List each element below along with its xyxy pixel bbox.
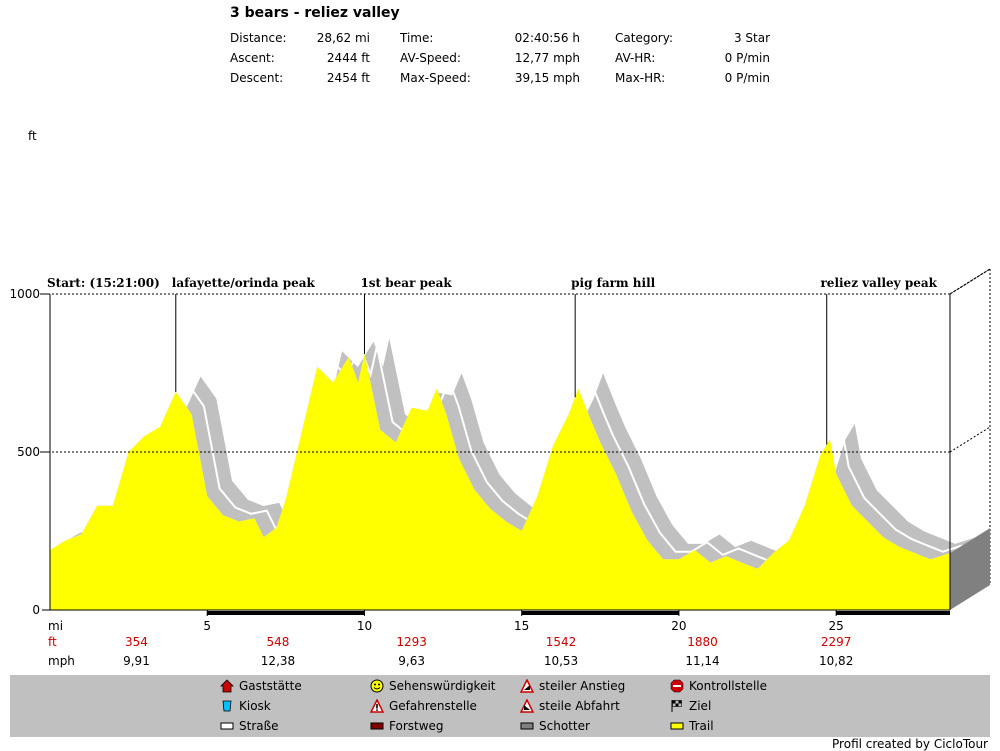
x-tick-label: 25 — [829, 619, 844, 633]
stat-value-avhr: 0 P/min — [724, 51, 770, 65]
chart-side-face — [950, 528, 990, 610]
profile-shadow — [50, 338, 975, 569]
legend-item-schotter: Schotter — [520, 719, 590, 733]
stat-label-ascent: Ascent: — [230, 51, 275, 65]
stat-label-maxspeed: Max-Speed: — [400, 71, 471, 85]
row-label-mph: mph — [48, 654, 75, 668]
stop-icon — [670, 679, 684, 693]
row-value-mph: 11,14 — [685, 654, 719, 668]
stat-value-maxhr: 0 P/min — [724, 71, 770, 85]
legend-item-gefahrenstelle: Gefahrenstelle — [369, 698, 477, 713]
descent-icon — [519, 698, 535, 713]
legend-item-forstweg: Forstweg — [370, 719, 444, 733]
row-value-ft: 1293 — [396, 635, 427, 649]
warning-icon — [519, 678, 535, 693]
legend-item-gaststaette: Gaststätte — [220, 679, 302, 693]
x-axis-segment — [521, 611, 679, 615]
legend-item-sehenswuerdigkeit: Sehenswürdigkeit — [370, 679, 496, 693]
legend-item-strasse: Straße — [220, 719, 279, 733]
grid-depth-500 — [949, 426, 991, 453]
x-axis-segment — [207, 611, 365, 615]
row-value-ft: 1880 — [687, 635, 718, 649]
stat-label-descent: Descent: — [230, 71, 284, 85]
legend-item-kontrollstelle: Kontrollstelle — [670, 679, 767, 693]
row-value-mph: 10,53 — [544, 654, 578, 668]
credit-text: Profil created by CicloTour — [832, 737, 988, 751]
legend-item-steiler-anstieg: steiler Anstieg — [519, 678, 625, 693]
legend-item-ziel: Ziel — [670, 699, 711, 713]
y-tick-label: 0 — [32, 603, 40, 617]
stat-label-time: Time: — [400, 31, 434, 45]
stat-value-time: 02:40:56 h — [514, 31, 580, 45]
row-value-ft: 2297 — [821, 635, 852, 649]
stat-label-distance: Distance: — [230, 31, 287, 45]
flag-icon — [670, 699, 684, 713]
row-label-ft: ft — [48, 635, 57, 649]
row-value-mph: 12,38 — [261, 654, 295, 668]
stat-value-avspeed: 12,77 mph — [514, 51, 580, 65]
x-tick-label: 10 — [357, 619, 372, 633]
row-value-mph: 9,63 — [398, 654, 425, 668]
legend-item-steile-abfahrt: steile Abfahrt — [519, 698, 620, 713]
stat-value-descent: 2454 ft — [326, 71, 370, 85]
y-tick-label: 500 — [17, 445, 40, 459]
start-label: Start: (15:21:00) — [47, 276, 160, 290]
stat-label-maxhr: Max-HR: — [615, 71, 666, 85]
stat-label-avspeed: AV-Speed: — [400, 51, 461, 65]
waypoint-label: 1st bear peak — [360, 276, 452, 290]
trail-swatch — [670, 719, 684, 733]
elevation-chart: ft 0 500 1000 5 10 15 20 25 mi ft mph 354 548 1293 1542… — [9, 129, 991, 668]
row-value-mph: 9,91 — [123, 654, 150, 668]
x-axis-segment — [836, 611, 950, 615]
stat-label-category: Category: — [615, 31, 673, 45]
row-value-ft: 354 — [125, 635, 148, 649]
x-tick-label: 20 — [671, 619, 686, 633]
elevation-area — [50, 354, 950, 610]
x-axis-label: mi — [48, 619, 63, 633]
forest-road-swatch — [370, 719, 384, 733]
gravel-swatch — [520, 719, 534, 733]
legend: Gaststätte Sehenswürdigkeit steiler Anst… — [10, 675, 990, 737]
x-tick-label: 15 — [514, 619, 529, 633]
kiosk-icon — [220, 699, 234, 713]
row-value-ft: 548 — [267, 635, 290, 649]
road-swatch — [220, 719, 234, 733]
smiley-icon — [370, 679, 384, 693]
stat-value-category: 3 Star — [733, 31, 770, 45]
hazard-icon — [369, 698, 385, 713]
waypoint-label: reliez valley peak — [820, 276, 937, 290]
legend-item-trail: Trail — [670, 719, 714, 733]
stat-label-avhr: AV-HR: — [615, 51, 656, 65]
stat-value-ascent: 2444 ft — [326, 51, 370, 65]
y-tick-label: 1000 — [9, 287, 40, 301]
y-axis-label: ft — [28, 129, 37, 143]
row-value-ft: 1542 — [546, 635, 577, 649]
legend-item-kiosk: Kiosk — [220, 699, 271, 713]
row-value-mph: 10,82 — [819, 654, 853, 668]
waypoint-label: pig farm hill — [571, 276, 655, 290]
house-icon — [220, 679, 234, 693]
stat-value-distance: 28,62 mi — [316, 31, 370, 45]
stat-value-maxspeed: 39,15 mph — [514, 71, 580, 85]
chart-title: 3 bears - reliez valley — [230, 5, 400, 21]
x-tick-label: 5 — [203, 619, 211, 633]
waypoint-label: lafayette/orinda peak — [172, 276, 316, 290]
